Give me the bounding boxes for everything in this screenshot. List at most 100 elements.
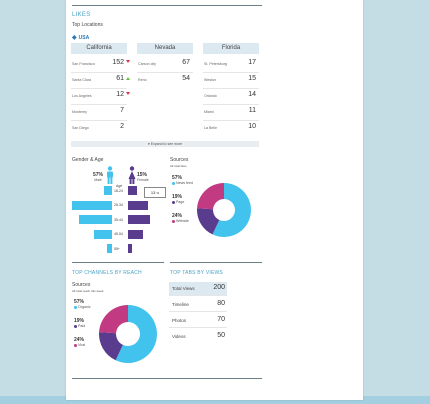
sources-subtitle: All total likes (170, 164, 187, 168)
tab-row: Photos 70 (169, 314, 227, 328)
city-value: 10 (248, 123, 256, 130)
bottom-divider (72, 378, 262, 379)
city-name: La Belle (204, 126, 217, 130)
city-row: Carson city 67 (137, 56, 193, 73)
city-value: 67 (182, 59, 190, 66)
source-legend-item: 19% Page (172, 194, 184, 204)
tab-label: Total Views (172, 286, 195, 291)
age-label: 18-24 (114, 188, 123, 193)
report-panel: LIKES Top Locations ◆ USA California Neva… (66, 0, 363, 400)
city-row: St. Petersburg 17 (203, 56, 259, 73)
legend-percent: 24% (74, 337, 85, 343)
city-value: 152 (112, 59, 124, 66)
city-name: Miami (204, 110, 214, 114)
male-percent: 57% (93, 172, 104, 178)
male-bar (79, 215, 112, 224)
city-row: Santa Clara 61 (71, 72, 130, 89)
age-header: Age (116, 184, 123, 188)
top-divider (72, 5, 262, 6)
legend-percent: 19% (74, 318, 85, 324)
city-value: 12 (116, 91, 124, 98)
section-divider (72, 262, 164, 263)
tab-row-total-views: Total Views 200 (169, 282, 227, 296)
city-name: Carson city (138, 62, 156, 66)
legend-percent: 24% (172, 213, 183, 219)
city-name: Monterey (72, 110, 87, 114)
city-name: St. Petersburg (204, 62, 227, 66)
male-stat: 57% Male (93, 172, 103, 182)
legend-percent: 19% (172, 194, 183, 200)
channels-sources-title: Sources (72, 282, 91, 288)
trend-down-icon (126, 92, 130, 95)
tab-value: 80 (217, 300, 225, 307)
city-row: Monterey 7 (71, 104, 127, 121)
expand-triangle-icon: ◆ (72, 35, 77, 41)
legend-dot-icon (74, 305, 77, 309)
sources-title: Sources (170, 157, 189, 163)
donut-slice (212, 183, 251, 237)
city-name: Reno (138, 78, 147, 82)
city-value: 7 (120, 107, 124, 114)
donut-slice (115, 305, 157, 363)
donut-slice (197, 183, 224, 210)
city-value: 54 (182, 75, 190, 82)
legend-label: Viral (78, 343, 86, 347)
country-usa[interactable]: ◆ USA (72, 34, 89, 41)
city-row: San Diego 2 (71, 120, 127, 136)
city-value: 11 (248, 107, 256, 114)
legend-dot-icon (172, 219, 175, 223)
legend-dot-icon (172, 200, 175, 204)
state-header-california: California (71, 43, 127, 54)
age-label: 25-34 (114, 203, 123, 207)
tooltip-value: 13 (150, 190, 156, 195)
donut-slice (99, 332, 123, 361)
city-name: Los Angeles (72, 94, 92, 98)
section-divider (170, 262, 262, 263)
female-bar (128, 244, 133, 253)
male-bar (104, 186, 112, 195)
city-value: 15 (248, 75, 256, 82)
tab-label: Videos (172, 334, 186, 339)
male-person-icon (107, 166, 113, 184)
age-label: 55+ (114, 246, 120, 251)
female-bar (128, 186, 137, 195)
city-name: San Diego (72, 126, 89, 130)
tab-value: 70 (217, 316, 225, 323)
age-tooltip: 13 % (144, 187, 166, 198)
female-bar (128, 229, 144, 239)
female-percent: 15% (137, 172, 148, 178)
city-value: 14 (248, 91, 256, 98)
legend-dot-icon (74, 343, 77, 347)
city-name: Orlando (204, 94, 217, 98)
city-row: La Belle 10 (203, 120, 259, 136)
city-row: Los Angeles 12 (71, 88, 130, 105)
age-label: 35-44 (114, 217, 123, 222)
donut-slice (99, 305, 128, 334)
tab-value: 50 (217, 332, 225, 339)
source-legend-item: 24% Website (172, 213, 189, 223)
legend-label: Paid (78, 324, 86, 328)
donut-slice (197, 208, 220, 235)
tab-label: Timeline (172, 302, 189, 307)
city-name: San Francisco (72, 62, 95, 66)
city-row: San Francisco 152 (71, 56, 130, 73)
expand-arrow-icon: ▾ (147, 142, 151, 146)
channel-legend-item: 19% Paid (74, 318, 85, 328)
city-row: Orlando 14 (203, 88, 259, 105)
channel-legend-item: 57% Organic (74, 299, 91, 309)
gender-age-title: Gender & Age (72, 157, 104, 163)
trend-down-icon (126, 60, 130, 63)
state-header-florida: Florida (203, 43, 259, 54)
sources-donut-chart (197, 183, 251, 237)
tooltip-unit: % (156, 191, 160, 195)
city-name: Santa Clara (72, 78, 91, 82)
expand-button[interactable]: ▾ Expand to see more (71, 141, 259, 147)
female-bar (128, 215, 150, 224)
age-label: 45-54 (114, 232, 123, 236)
expand-label: Expand to see more (150, 142, 183, 146)
legend-dot-icon (74, 324, 77, 328)
city-value: 17 (248, 59, 256, 66)
female-person-icon (128, 166, 136, 184)
trend-up-icon (126, 77, 130, 80)
tab-row: Timeline 80 (169, 298, 227, 312)
